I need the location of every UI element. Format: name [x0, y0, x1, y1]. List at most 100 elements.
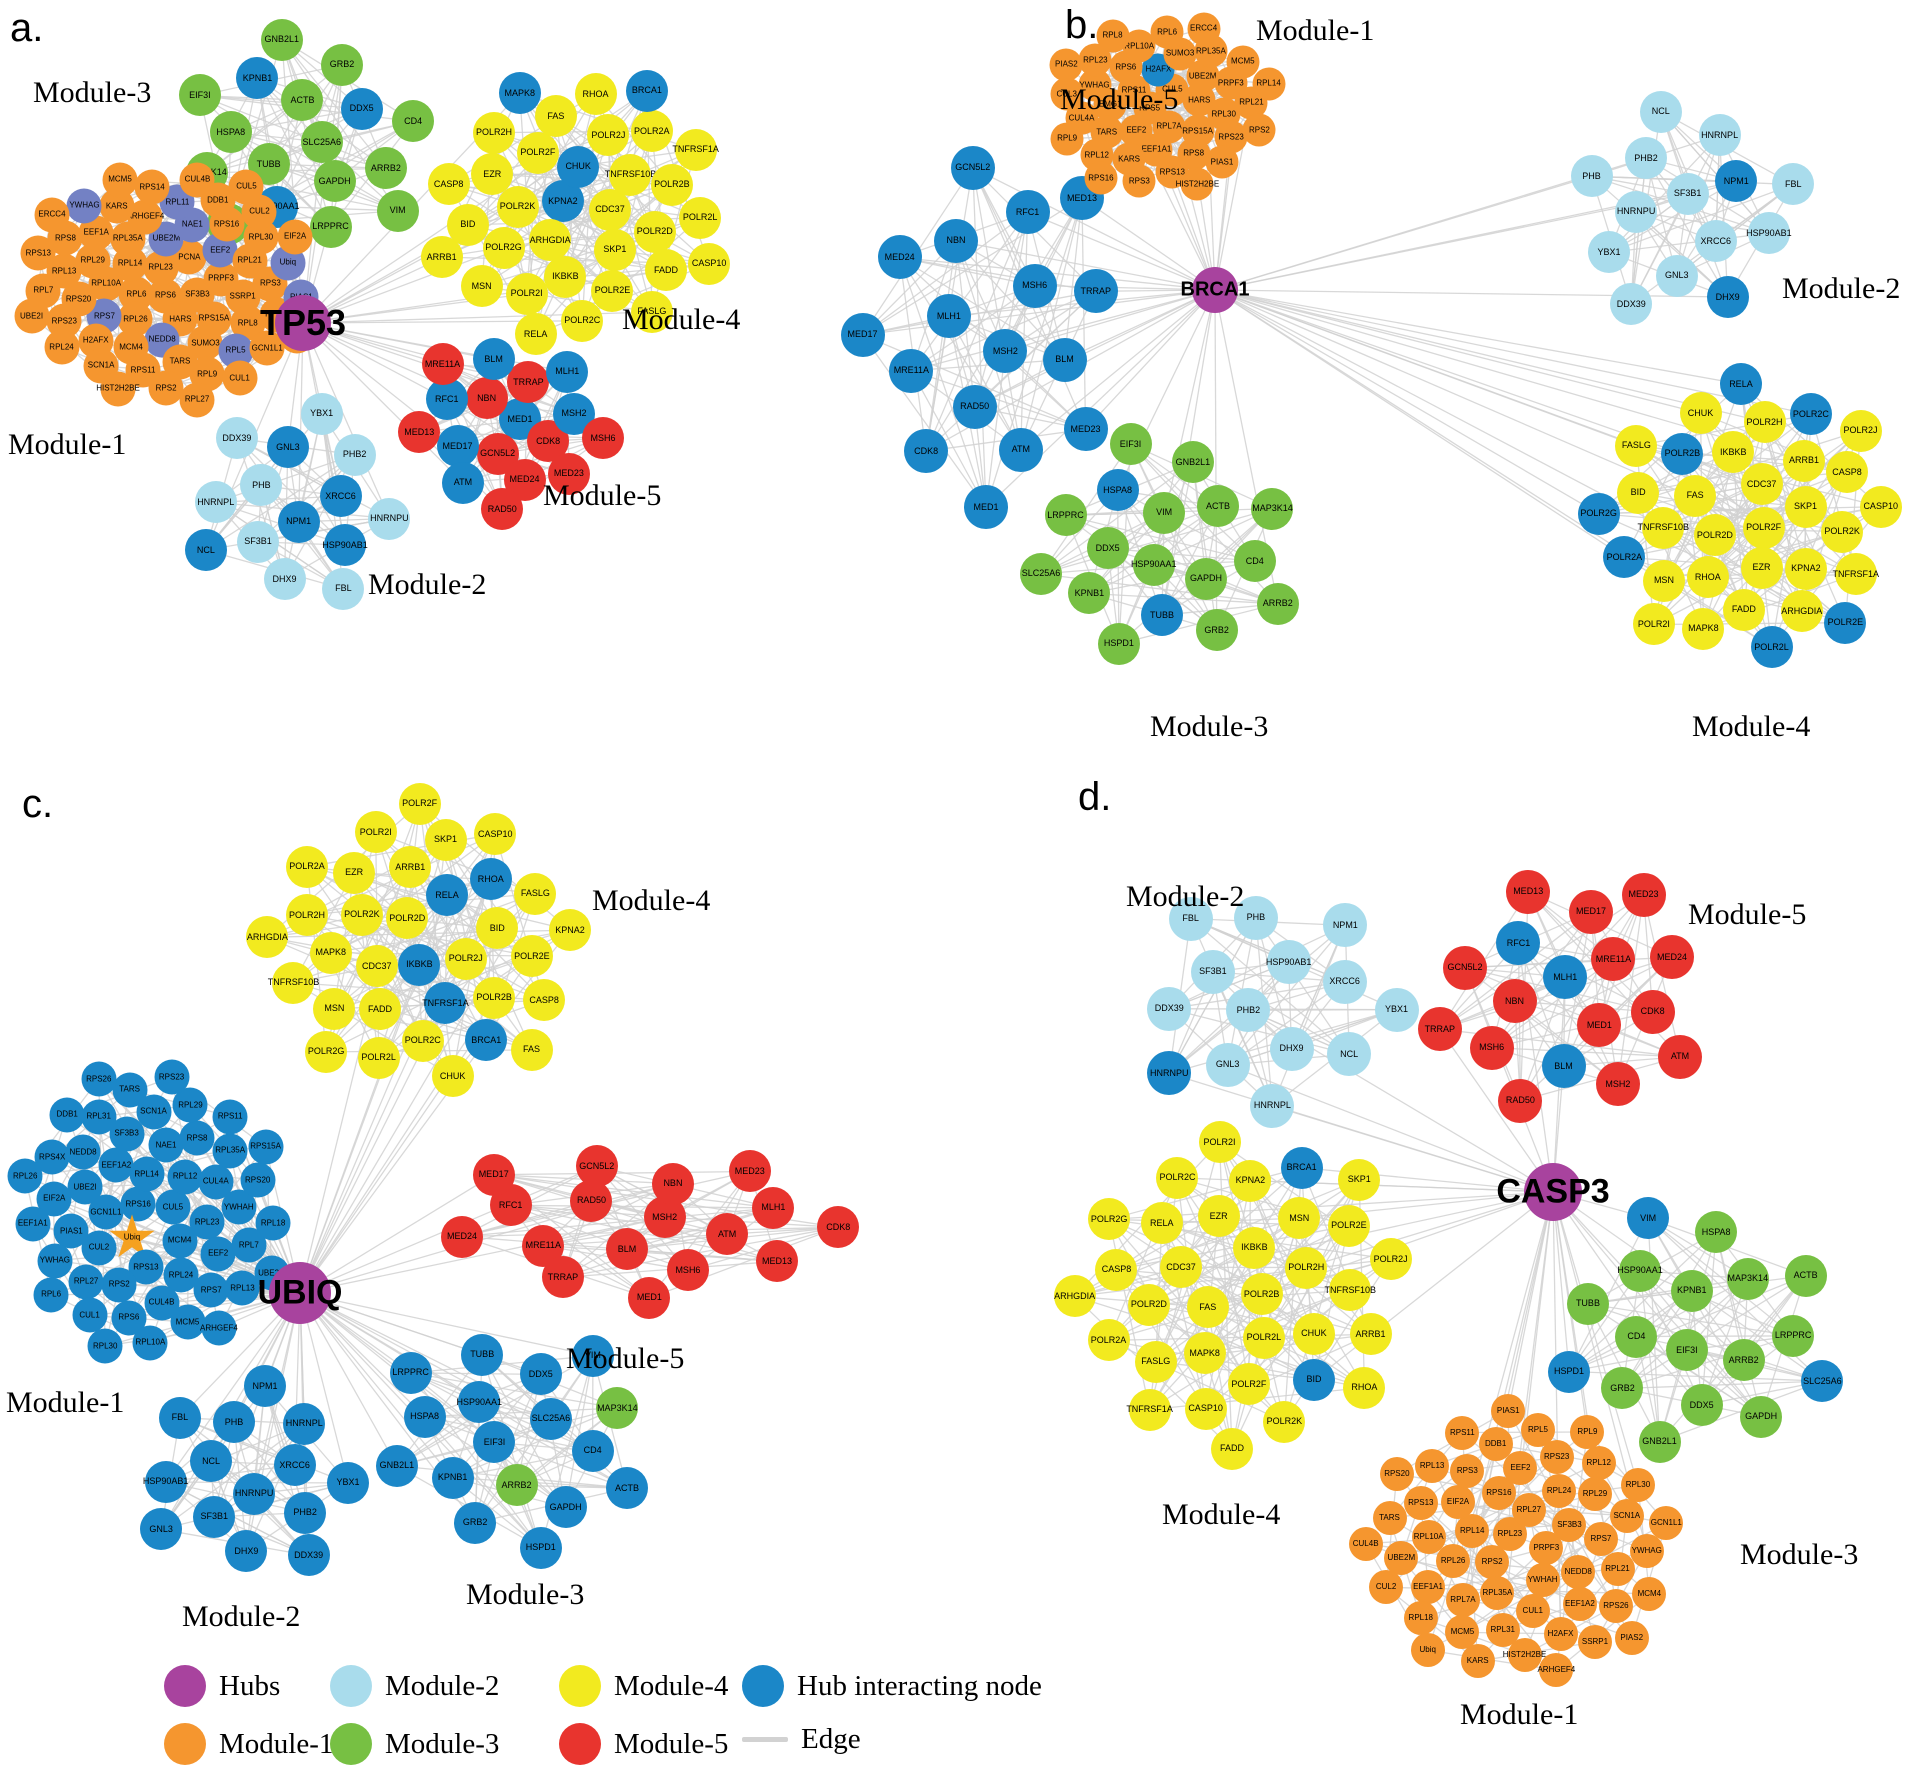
node-rpl9: RPL9: [1050, 122, 1084, 156]
node-label: RPL14: [134, 1169, 159, 1179]
node-kpnb1: KPNB1: [1670, 1269, 1713, 1312]
node-label: MLH1: [1553, 971, 1578, 982]
hub-casp3: [1524, 1163, 1582, 1221]
node-label: FAS: [523, 1044, 541, 1055]
node-sf3b1: SF3B1: [193, 1495, 236, 1538]
node-xrcc6: XRCC6: [273, 1444, 316, 1487]
edge: [1608, 232, 1769, 254]
node-sf3b1: SF3B1: [236, 520, 279, 563]
node-label: BID: [1306, 1374, 1322, 1385]
node-rps23: RPS23: [154, 1059, 190, 1095]
node-label: CASP10: [1188, 1403, 1223, 1414]
node-rela: RELA: [1719, 363, 1762, 406]
node-label: YBX1: [1385, 1004, 1409, 1015]
node-label: EIF2A: [1446, 1497, 1470, 1507]
node-label: CDK8: [536, 435, 561, 446]
node-label: SF3B1: [200, 1511, 229, 1522]
hub-label-casp3: CASP3: [1496, 1172, 1610, 1211]
node-cdc37: CDC37: [1740, 463, 1783, 506]
node-label: POLR2C: [1792, 408, 1829, 419]
node-mcm4: MCM4: [1632, 1576, 1667, 1611]
node-ncl: NCL: [1327, 1032, 1372, 1077]
node-polr2i: POLR2I: [505, 272, 548, 315]
node-mlh1: MLH1: [752, 1186, 795, 1229]
node-label: MCM4: [119, 342, 143, 352]
node-cul5: CUL5: [228, 169, 264, 205]
node-label: FBL: [1182, 913, 1199, 924]
node-med1: MED1: [963, 485, 1008, 530]
node-med24: MED24: [877, 235, 922, 280]
node-ikbkb: IKBKB: [544, 255, 587, 298]
node-ikbkb: IKBKB: [398, 943, 441, 986]
node-arhgef4: ARHGEF4: [1537, 1653, 1575, 1688]
node-label: TUBB: [1575, 1298, 1600, 1309]
node-label: MED24: [509, 474, 540, 485]
node-label: POLR2J: [1373, 1253, 1408, 1264]
node-label: FADD: [1220, 1443, 1245, 1454]
node-ikbkb: IKBKB: [1712, 431, 1755, 473]
legend-item-hubs: Hubs: [164, 1665, 280, 1707]
node-label: DDX5: [349, 103, 374, 114]
node-label: MSH2: [652, 1211, 678, 1222]
node-label: TNFRSF10B: [604, 169, 657, 180]
node-label: MAPK8: [1189, 1347, 1220, 1358]
node-rps2: RPS2: [101, 1267, 137, 1303]
node-label: RPL14: [117, 258, 143, 268]
node-label: RPL27: [1516, 1505, 1542, 1515]
edge: [1214, 289, 1600, 515]
node-label: HSP90AB1: [1746, 227, 1792, 238]
node-label: MED17: [1576, 906, 1607, 917]
node-tnfrsf10b: TNFRSF10B: [1324, 1269, 1376, 1312]
node-label: EEF1A1: [1141, 144, 1172, 154]
edge: [1261, 1179, 1360, 1295]
node-label: IKBKB: [1241, 1242, 1268, 1253]
label-d-module-1: Module-1: [1460, 1698, 1579, 1731]
node-label: TNFRSF10B: [267, 977, 320, 988]
node-label: RPS13: [1408, 1498, 1434, 1508]
node-hspa8: HSPA8: [1695, 1211, 1738, 1254]
node-ddx39: DDX39: [215, 417, 258, 460]
node-label: MAPK8: [1688, 623, 1719, 634]
edge: [299, 1292, 594, 1357]
node-label: BRCA1: [471, 1034, 502, 1045]
node-label: CDK8: [1640, 1006, 1665, 1017]
edge: [165, 1423, 305, 1483]
node-rpl30: RPL30: [87, 1328, 123, 1364]
node-ssrp1: SSRP1: [1577, 1624, 1612, 1659]
edge: [215, 454, 355, 504]
node-arrb1: ARRB1: [1782, 439, 1825, 482]
node-ybx1: YBX1: [327, 1461, 370, 1504]
node-skp1: SKP1: [1338, 1158, 1381, 1201]
node-label: TARS: [1379, 1513, 1400, 1523]
node-rps11: RPS11: [212, 1099, 248, 1135]
node-label: NEDD8: [148, 334, 176, 344]
edge: [297, 322, 304, 522]
node-cul2: CUL2: [1369, 1570, 1404, 1605]
node-label: EEF1A1: [1413, 1582, 1443, 1591]
node-trrap: TRRAP: [1073, 269, 1118, 314]
legend-label-edge: Edge: [801, 1723, 861, 1755]
node-chuk: CHUK: [1679, 392, 1722, 435]
label-d-module-3: Module-3: [1740, 1538, 1859, 1571]
node-label: RPL35A: [215, 1145, 246, 1155]
node-label: YWHAG: [39, 1255, 70, 1265]
node-label: ERCC4: [38, 209, 66, 219]
edge: [215, 501, 344, 590]
node-label: MED23: [1070, 423, 1101, 434]
node-polr2b: POLR2B: [1240, 1273, 1283, 1316]
node-label: POLR2K: [344, 909, 380, 920]
panel-letter-d: d.: [1078, 775, 1112, 819]
node-label: HSPA8: [410, 1411, 439, 1422]
node-label: RPS2: [1481, 1557, 1503, 1567]
node-label: FASLG: [637, 306, 667, 317]
node-label: SSRP1: [1581, 1636, 1609, 1646]
node-eif3i: EIF3I: [473, 1421, 516, 1464]
node-msh6: MSH6: [1469, 1025, 1514, 1070]
node-label: SCN1A: [140, 1106, 167, 1116]
node-label: ARHGDIA: [1781, 605, 1823, 616]
node-label: PIAS1: [60, 1226, 83, 1236]
node-label: POLR2B: [654, 179, 690, 190]
node-label: RPL18: [1408, 1613, 1434, 1622]
node-xrcc6: XRCC6: [319, 475, 362, 518]
node-label: PHB2: [293, 1507, 317, 1518]
